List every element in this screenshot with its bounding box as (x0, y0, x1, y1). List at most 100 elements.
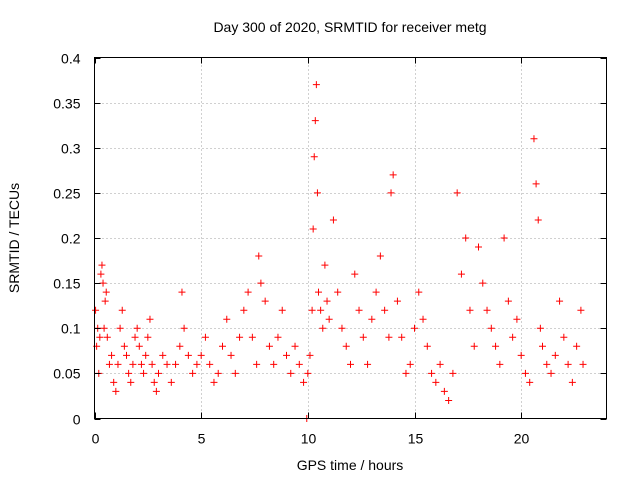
x-tick-label: 5 (198, 431, 206, 447)
data-point (325, 315, 333, 323)
data-point (483, 306, 491, 314)
data-point (556, 297, 564, 305)
data-point (248, 333, 256, 341)
data-point (142, 351, 150, 359)
data-point (92, 306, 100, 314)
data-point (423, 342, 431, 350)
data-point (110, 378, 118, 386)
data-point (381, 306, 389, 314)
data-point (311, 117, 319, 125)
data-point (214, 369, 222, 377)
data-point (500, 234, 508, 242)
data-point (428, 369, 436, 377)
y-tick-label: 0.15 (53, 276, 80, 292)
data-point (479, 279, 487, 287)
data-point (123, 351, 130, 359)
data-point (112, 387, 120, 395)
data-point (551, 351, 559, 359)
data-point (415, 288, 423, 296)
data-point (532, 180, 540, 188)
data-point (321, 261, 329, 269)
data-point (300, 378, 308, 386)
data-point (411, 324, 418, 332)
data-point (100, 324, 108, 332)
data-point (295, 360, 303, 368)
data-point (364, 360, 372, 368)
data-point (133, 324, 141, 332)
data-point (564, 360, 572, 368)
x-tick-label: 0 (92, 431, 100, 447)
data-point (219, 342, 226, 350)
y-axis-label: SRMTID / TECUs (6, 183, 22, 293)
data-point (274, 333, 282, 341)
data-point (513, 315, 521, 323)
data-point (359, 333, 367, 341)
x-tick-label: 20 (514, 431, 530, 447)
data-point (368, 315, 376, 323)
data-point (129, 360, 137, 368)
data-point (116, 324, 124, 332)
data-point (152, 387, 160, 395)
data-point (317, 306, 325, 314)
data-point (419, 315, 427, 323)
y-tick-label: 0 (73, 412, 81, 428)
chart-title: Day 300 of 2020, SRMTID for receiver met… (213, 19, 486, 35)
data-point (114, 360, 122, 368)
y-tick-label: 0.3 (61, 141, 81, 157)
data-point (539, 342, 546, 350)
axis-ticks (94, 57, 607, 420)
data-point (509, 333, 517, 341)
data-point (530, 135, 538, 143)
data-point (398, 333, 406, 341)
data-point (492, 342, 500, 350)
data-point (98, 261, 106, 269)
data-point (287, 369, 295, 377)
data-point (304, 369, 312, 377)
data-point (197, 351, 205, 359)
data-point (579, 360, 587, 368)
data-point (309, 225, 317, 233)
x-axis-label: GPS time / hours (297, 457, 404, 473)
data-point (172, 360, 180, 368)
data-point (376, 252, 384, 260)
y-tick-label: 0.35 (53, 96, 80, 112)
data-point (387, 189, 395, 197)
data-point (334, 288, 342, 296)
data-point (167, 378, 175, 386)
data-point (372, 288, 380, 296)
data-point (449, 369, 457, 377)
data-point (470, 342, 478, 350)
data-point (342, 342, 350, 350)
data-point (436, 360, 444, 368)
data-point (475, 243, 482, 251)
data-point (257, 279, 265, 287)
data-point (120, 342, 128, 350)
data-point (315, 288, 322, 296)
data-point (536, 324, 544, 332)
data-point (101, 297, 109, 305)
data-point (103, 333, 111, 341)
data-point (261, 297, 269, 305)
data-point (125, 369, 133, 377)
data-point (547, 369, 555, 377)
data-point (176, 342, 184, 350)
x-tick-labels: 0 5 10 15 20 (92, 431, 530, 447)
data-point (270, 360, 278, 368)
y-tick-label: 0.05 (53, 366, 80, 382)
data-point (223, 315, 231, 323)
data-point (265, 342, 273, 350)
data-point (526, 378, 534, 386)
data-point (135, 342, 143, 350)
data-point (283, 351, 290, 359)
data-point (206, 360, 214, 368)
data-point (144, 333, 152, 341)
data-point (210, 378, 218, 386)
data-point (338, 324, 346, 332)
y-tick-label: 0.1 (61, 321, 81, 337)
data-point (184, 351, 192, 359)
data-point (313, 189, 321, 197)
data-point (568, 378, 576, 386)
data-point (462, 234, 470, 242)
data-point (148, 360, 156, 368)
data-point (385, 333, 393, 341)
